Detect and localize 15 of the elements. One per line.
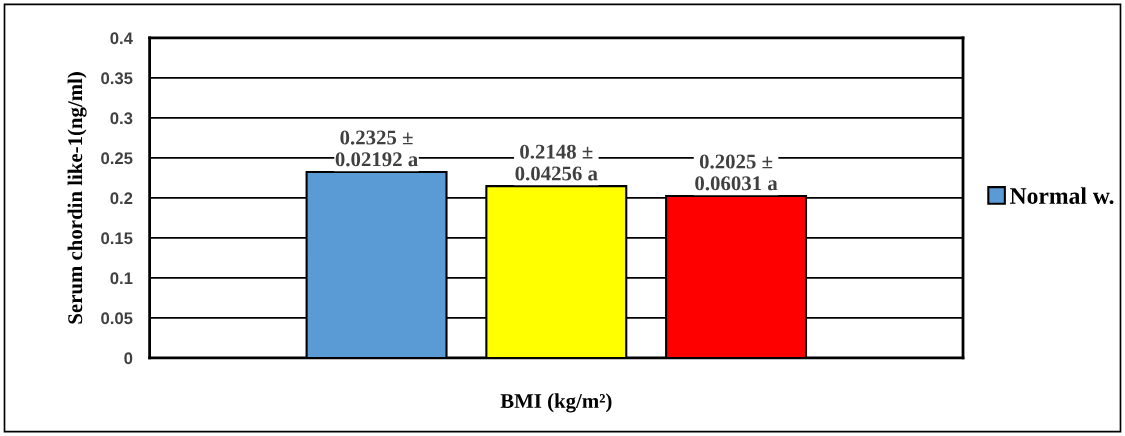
legend-label: Normal w. xyxy=(1010,187,1114,205)
y-tick-label: 0.25 xyxy=(101,152,133,165)
data-label: 0.2325 ± 0.02192 a xyxy=(335,130,418,167)
y-tick-label: 0.1 xyxy=(110,272,133,285)
y-tick-label: 0.05 xyxy=(101,312,133,325)
y-tick-label: 0.35 xyxy=(101,72,133,85)
y-tick-label: 0.2 xyxy=(110,192,133,205)
data-label: 0.2025 ± 0.06031 a xyxy=(695,154,778,191)
y-tick-label: 0 xyxy=(124,352,133,365)
x-axis-title: BMI (kg/m²) xyxy=(500,393,612,413)
y-tick-label: 0.4 xyxy=(110,32,133,45)
data-label: 0.2148 ± 0.04256 a xyxy=(515,144,598,181)
y-tick-label: 0.15 xyxy=(101,232,133,245)
y-axis-title: Serum chordin like-1(ng/ml) xyxy=(67,72,87,324)
y-tick-label: 0.3 xyxy=(110,112,133,125)
